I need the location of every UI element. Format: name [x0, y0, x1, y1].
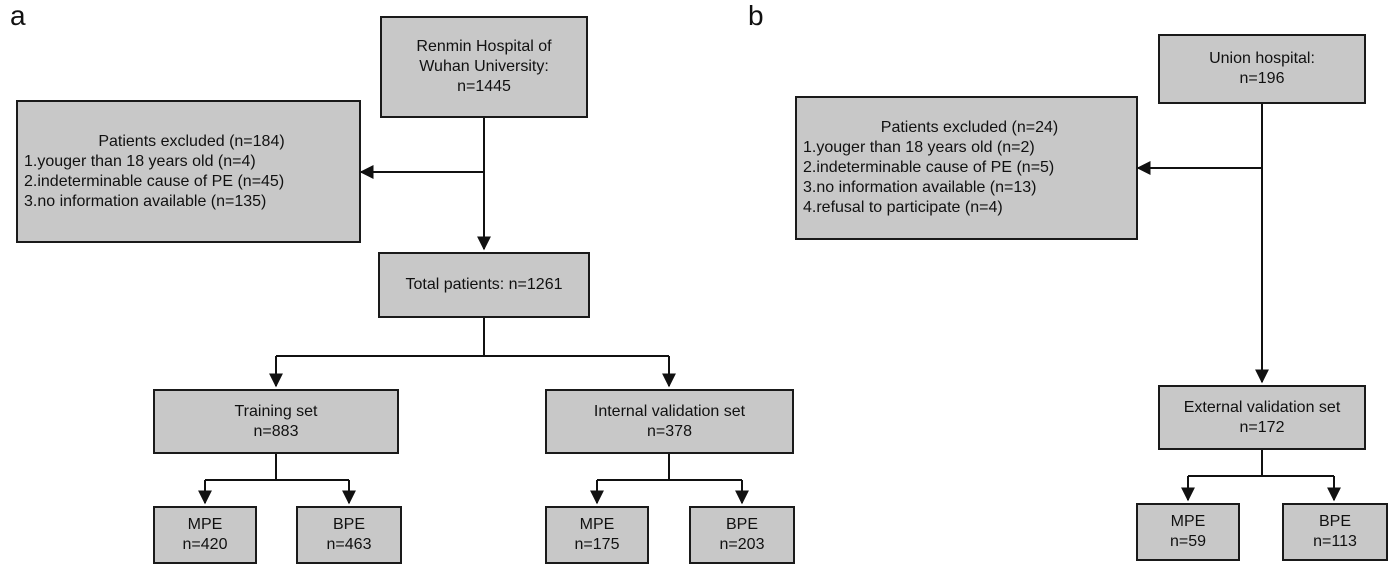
external-validation-count: n=172 — [1239, 418, 1285, 436]
source-line-1: Renmin Hospital of — [416, 38, 552, 55]
excluded-item: 2.indeterminable cause of PE (n=45) — [24, 172, 285, 190]
int-bpe-box: BPE n=203 — [689, 506, 795, 564]
total-patients-label: Total patients: n=1261 — [405, 276, 563, 293]
source-box-renmin: Renmin Hospital of Wuhan University: n=1… — [380, 16, 588, 118]
ext-mpe-box: MPE n=59 — [1136, 503, 1240, 561]
ext-bpe-box: BPE n=113 — [1282, 503, 1388, 561]
training-set-box: Training set n=883 — [153, 389, 399, 454]
int-mpe-label: MPE — [579, 516, 615, 533]
excluded-item: 1.youger than 18 years old (n=4) — [24, 152, 256, 170]
panel-label-b: b — [748, 0, 764, 31]
excluded-item: 3.no information available (n=13) — [803, 179, 1037, 196]
excluded-box-a: Patients excluded (n=184) 1.youger than … — [16, 100, 361, 243]
source-count: n=1445 — [457, 78, 511, 95]
internal-validation-count: n=378 — [647, 422, 692, 440]
ext-mpe-label: MPE — [1170, 513, 1206, 530]
external-validation-box: External validation set n=172 — [1158, 385, 1366, 450]
excluded-box-b: Patients excluded (n=24) 1.youger than 1… — [795, 96, 1138, 240]
int-bpe-label: BPE — [725, 516, 758, 533]
internal-validation-label: Internal validation set — [593, 402, 746, 420]
training-set-count: n=883 — [253, 422, 299, 440]
training-set-label: Training set — [234, 402, 318, 420]
source-box-union: Union hospital: n=196 — [1158, 34, 1366, 104]
train-mpe-box: MPE n=420 — [153, 506, 257, 564]
source-line-1: Union hospital: — [1209, 50, 1315, 67]
excluded-item: 2.indeterminable cause of PE (n=5) — [803, 159, 1055, 176]
train-mpe-label: MPE — [187, 516, 223, 533]
train-bpe-label: BPE — [332, 516, 365, 533]
train-bpe-box: BPE n=463 — [296, 506, 402, 564]
internal-validation-box: Internal validation set n=378 — [545, 389, 794, 454]
panel-label-a: a — [10, 0, 26, 31]
int-mpe-count: n=175 — [574, 536, 620, 553]
ext-mpe-count: n=59 — [1169, 533, 1207, 550]
int-mpe-box: MPE n=175 — [545, 506, 649, 564]
train-mpe-count: n=420 — [182, 536, 228, 553]
total-patients-box: Total patients: n=1261 — [378, 252, 590, 318]
train-bpe-count: n=463 — [326, 536, 372, 553]
excluded-item: 1.youger than 18 years old (n=2) — [803, 139, 1035, 156]
int-bpe-count: n=203 — [719, 536, 765, 553]
source-count: n=196 — [1239, 70, 1285, 87]
excluded-item: 3.no information available (n=135) — [24, 192, 267, 210]
ext-bpe-label: BPE — [1318, 513, 1351, 530]
excluded-title: Patients excluded (n=184) — [98, 132, 285, 150]
excluded-title: Patients excluded (n=24) — [880, 119, 1059, 136]
ext-bpe-count: n=113 — [1313, 533, 1357, 550]
excluded-item: 4.refusal to participate (n=4) — [803, 199, 1003, 216]
external-validation-label: External validation set — [1183, 398, 1341, 416]
source-line-2: Wuhan University: — [419, 58, 549, 75]
